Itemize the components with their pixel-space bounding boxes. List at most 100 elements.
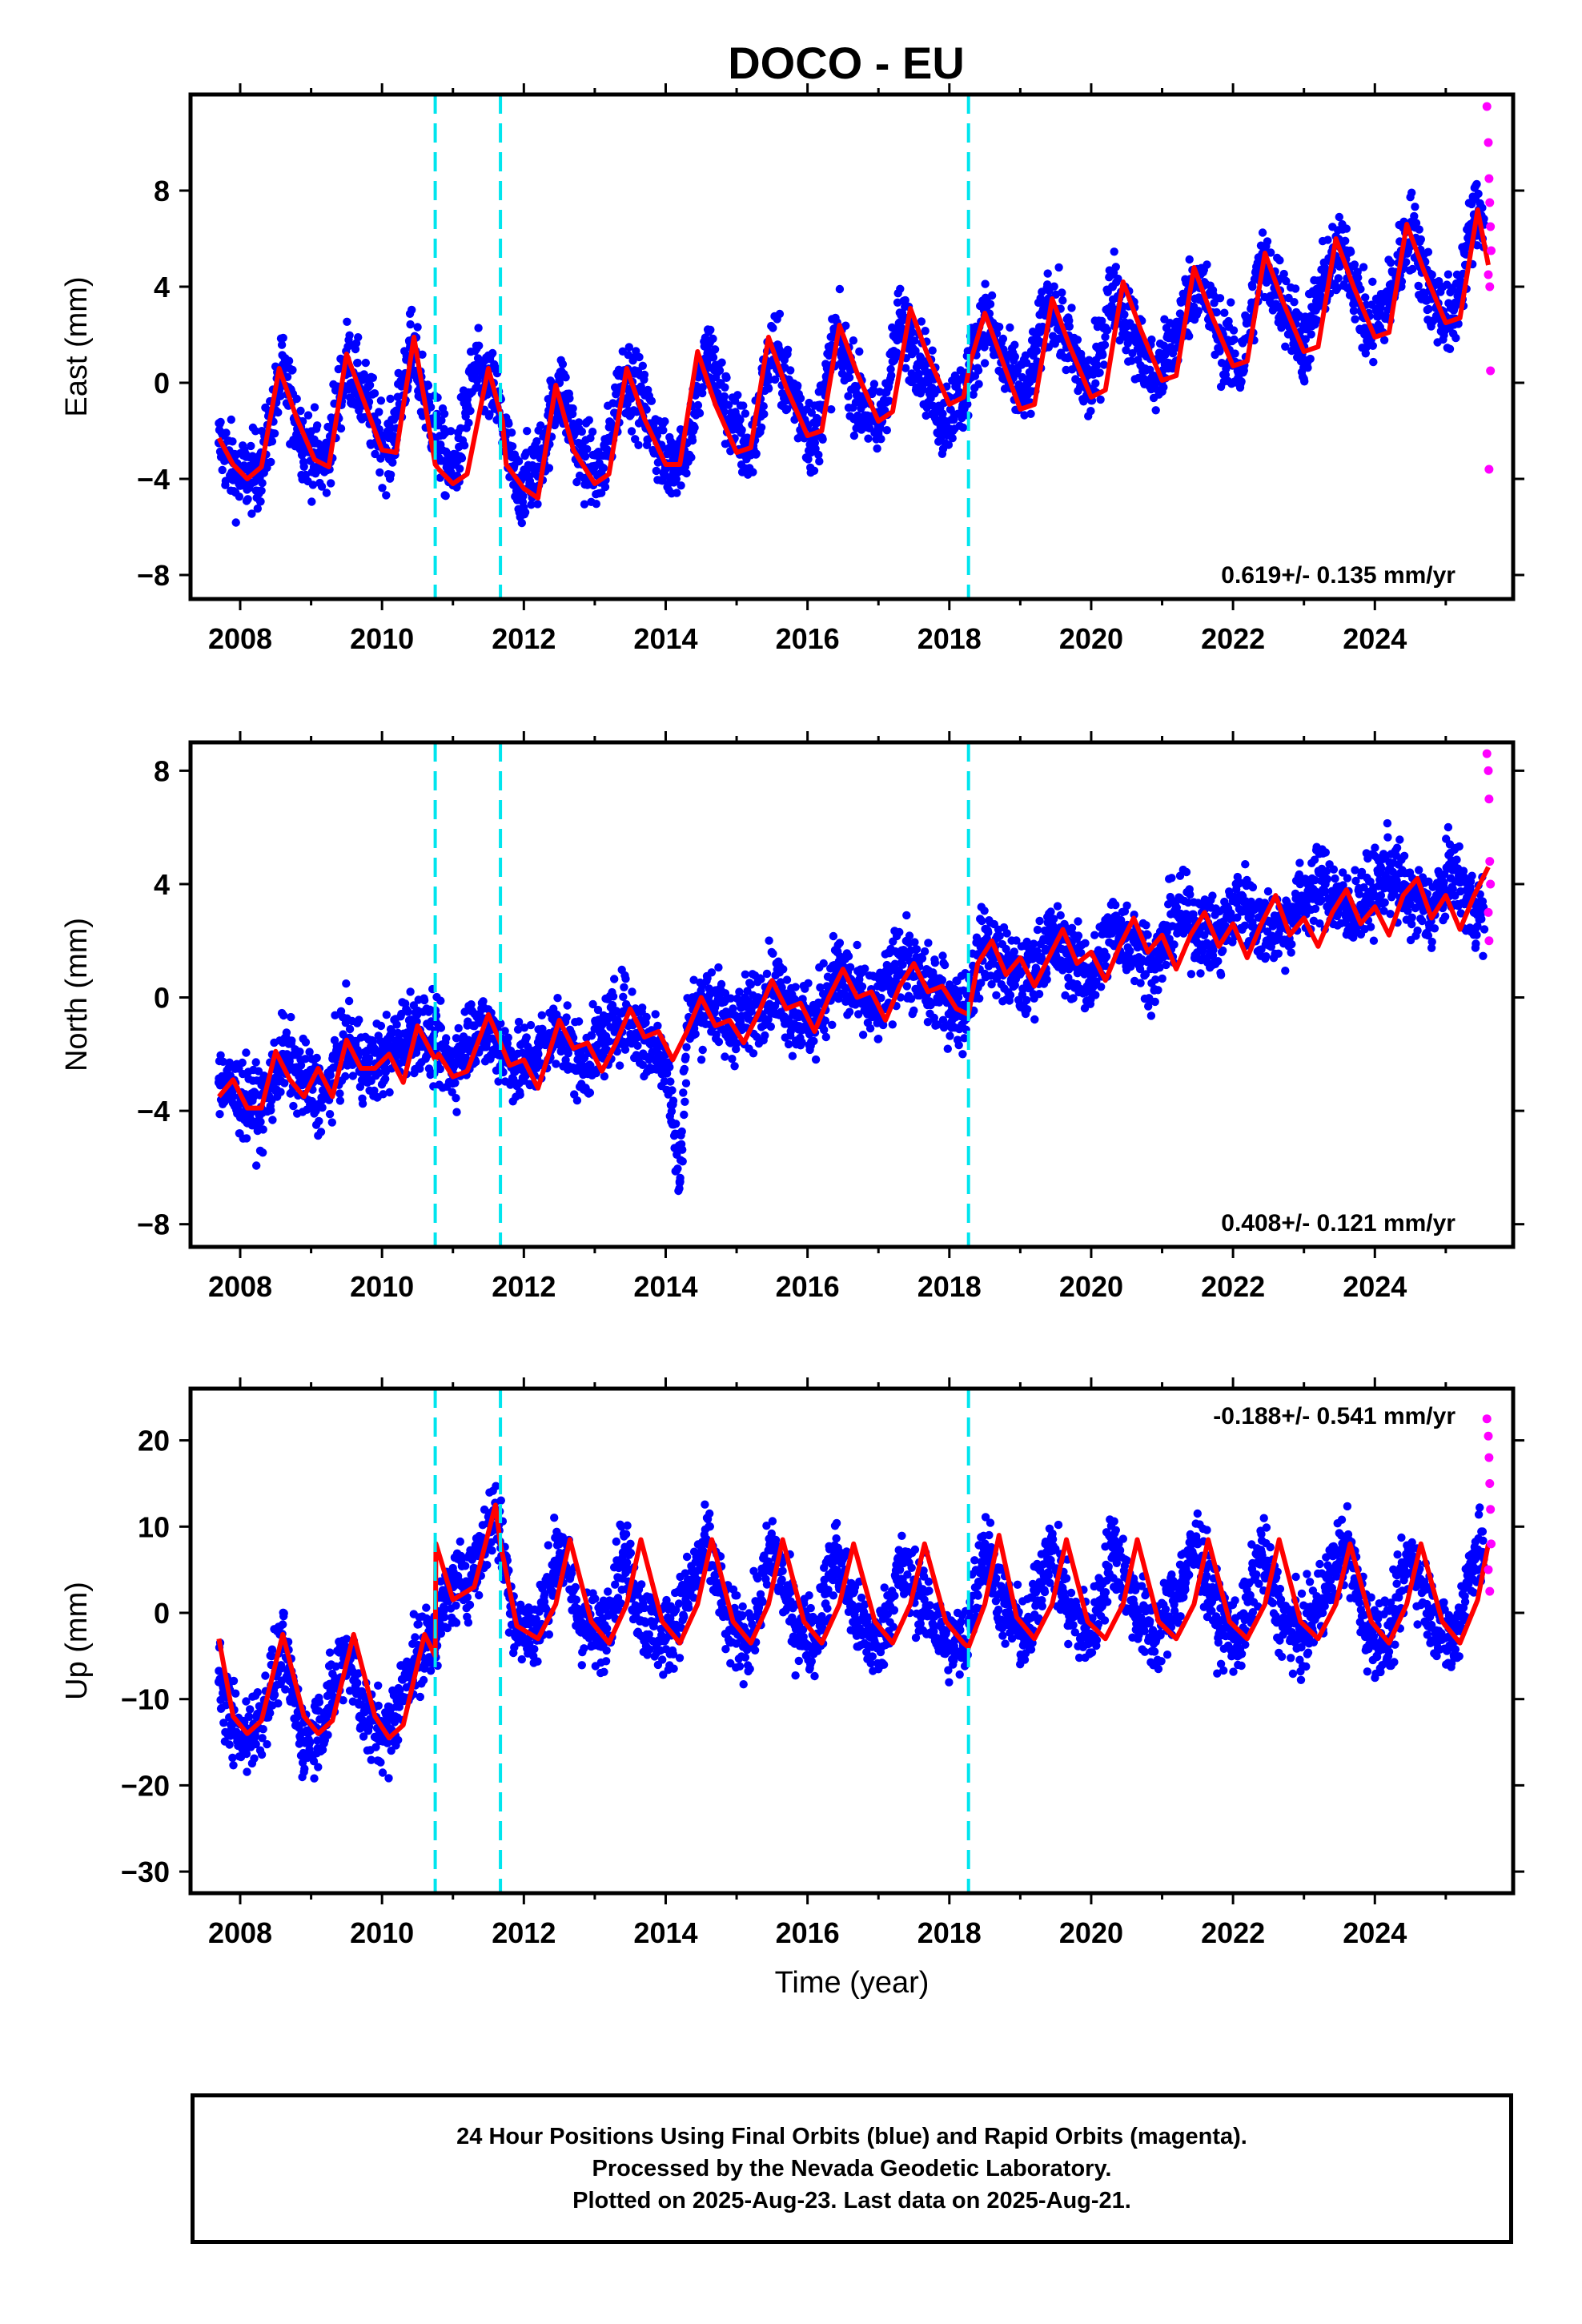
final-orbit-point <box>995 323 1004 332</box>
final-orbit-point <box>910 938 919 947</box>
final-orbit-point <box>873 444 881 453</box>
final-orbit-point <box>221 476 231 485</box>
final-orbit-point <box>386 470 396 479</box>
final-orbit-point <box>930 959 940 967</box>
final-orbit-point <box>1103 326 1112 335</box>
y-tick-label: 0 <box>154 367 170 400</box>
final-orbit-point <box>558 360 568 368</box>
final-orbit-point <box>1386 258 1395 267</box>
final-orbit-point <box>593 1005 603 1015</box>
final-orbit-point <box>303 411 313 420</box>
final-orbit-point <box>1369 357 1378 367</box>
final-orbit-point <box>597 489 606 497</box>
rapid-orbit-point <box>1486 366 1496 376</box>
x-tick-label: 2008 <box>208 622 272 655</box>
final-orbit-point <box>457 454 467 463</box>
final-orbit-point <box>310 403 319 412</box>
final-orbit-point <box>279 1011 288 1020</box>
velocity-rate-label: 0.619+/- 0.135 mm/yr <box>1221 562 1456 589</box>
final-orbit-point <box>1110 247 1118 256</box>
final-orbit-point <box>1120 310 1129 319</box>
final-orbit-point <box>804 455 813 464</box>
final-orbit-point <box>628 987 636 996</box>
final-orbit-point <box>588 999 597 1009</box>
final-orbit-point <box>841 983 851 993</box>
final-orbit-point <box>1095 368 1104 377</box>
final-orbit-point <box>835 939 845 947</box>
final-orbit-point <box>479 997 488 1006</box>
final-orbit-point <box>769 324 777 332</box>
final-orbit-point <box>1043 269 1052 278</box>
final-orbit-point <box>287 1012 295 1022</box>
x-tick-label: 2022 <box>1201 622 1265 655</box>
final-orbit-point <box>1111 263 1121 271</box>
final-orbit-point <box>729 1004 737 1013</box>
final-orbit-point <box>1349 306 1359 316</box>
final-orbit-sample-point <box>1342 246 1351 255</box>
final-orbit-sample-point <box>895 318 905 328</box>
final-orbit-point <box>661 417 669 426</box>
final-orbit-point <box>358 1100 367 1108</box>
final-orbit-point <box>721 1052 729 1061</box>
x-tick-label: 2024 <box>1343 622 1407 655</box>
final-orbit-point <box>345 1024 355 1034</box>
y-axis-label: East (mm) <box>60 276 94 416</box>
rapid-orbit-point <box>1484 464 1494 474</box>
final-orbit-point <box>408 305 416 315</box>
final-orbit-point <box>1002 929 1011 938</box>
final-orbit-point <box>1416 235 1426 244</box>
final-orbit-point <box>878 1020 888 1030</box>
final-orbit-point <box>841 321 850 330</box>
y-tick-label: 4 <box>154 271 170 304</box>
final-orbit-point <box>472 376 482 385</box>
final-orbit-point <box>678 1157 687 1166</box>
final-orbit-point <box>257 486 266 495</box>
final-orbit-point <box>958 413 966 423</box>
final-orbit-point <box>627 394 636 403</box>
final-orbit-point <box>978 916 986 926</box>
final-orbit-point <box>717 979 726 989</box>
final-orbit-point <box>845 373 854 382</box>
rapid-orbit-point <box>1482 102 1492 111</box>
final-orbit-sample-point <box>725 414 734 424</box>
final-orbit-point <box>651 1010 660 1019</box>
final-orbit-sample-point <box>1022 390 1032 400</box>
final-orbit-point <box>1411 203 1419 211</box>
final-orbit-point <box>228 437 237 446</box>
final-orbit-point <box>420 995 429 1005</box>
final-orbit-point <box>746 980 755 989</box>
final-orbit-point <box>448 1088 456 1097</box>
final-orbit-point <box>1091 379 1100 388</box>
final-orbit-point <box>698 1045 707 1055</box>
final-orbit-point <box>436 1023 446 1032</box>
final-orbit-point <box>739 401 748 410</box>
final-orbit-point <box>722 373 731 382</box>
final-orbit-point <box>1099 360 1109 369</box>
final-orbit-point <box>519 492 528 501</box>
final-orbit-point <box>672 1120 681 1128</box>
final-orbit-point <box>584 416 593 424</box>
final-orbit-sample-point <box>704 347 713 356</box>
final-orbit-point <box>375 408 383 416</box>
final-orbit-point <box>254 1067 263 1076</box>
final-orbit-point <box>1282 276 1291 286</box>
final-orbit-point <box>1032 346 1042 356</box>
final-orbit-point <box>307 497 316 506</box>
final-orbit-point <box>287 1036 296 1045</box>
final-orbit-point <box>855 347 864 356</box>
final-orbit-point <box>912 945 921 954</box>
final-orbit-point <box>807 408 816 417</box>
rapid-orbit-point <box>1485 198 1495 207</box>
final-orbit-point <box>1415 225 1423 234</box>
final-orbit-point <box>720 392 729 401</box>
final-orbit-point <box>341 1072 350 1081</box>
final-orbit-point <box>1443 270 1453 279</box>
final-orbit-point <box>1227 298 1235 307</box>
final-orbit-point <box>242 1134 251 1143</box>
final-orbit-point <box>737 425 746 435</box>
final-orbit-point <box>424 381 433 390</box>
final-orbit-point <box>253 504 262 513</box>
final-orbit-point <box>1361 293 1370 302</box>
final-orbit-point <box>680 1110 689 1120</box>
final-orbit-point <box>1474 189 1483 199</box>
